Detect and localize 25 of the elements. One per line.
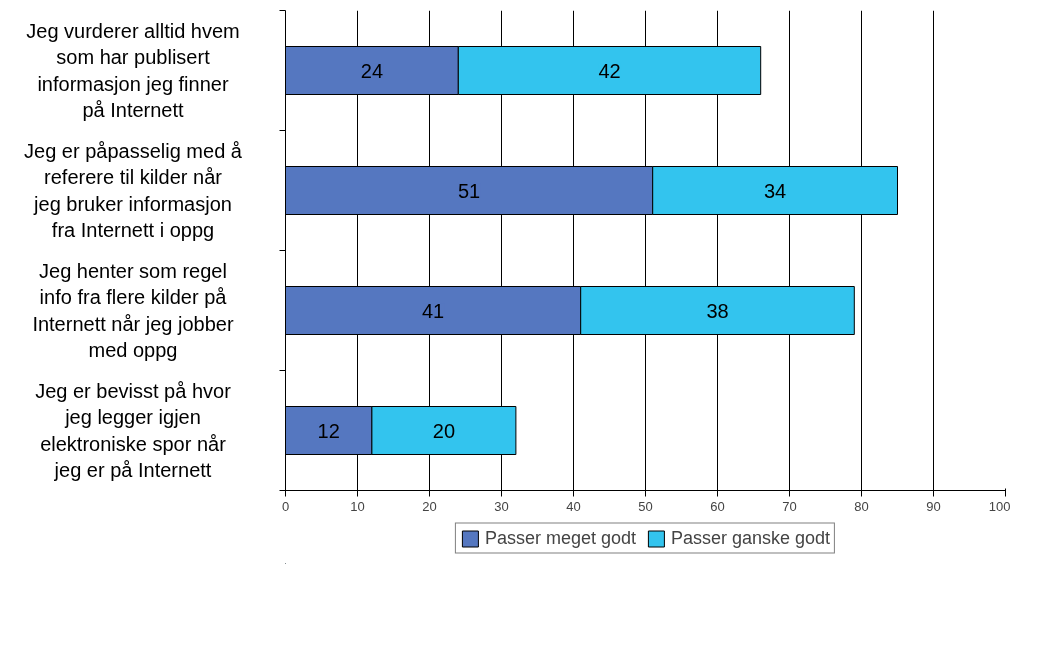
data-label: 24 [360,59,384,82]
x-tick-label: 80 [854,498,869,514]
y-tick-label: Jeg vurderer alltid hvem som har publisert informasjon jeg finner på Internett [26,19,240,122]
data-label: 41 [421,299,445,322]
data-label: 34 [763,179,787,202]
x-tick-label: 40 [566,498,581,514]
data-label: 12 [317,419,340,442]
x-tick-label: 90 [926,498,941,514]
data-label: 20 [432,419,456,442]
data-label: 38 [706,299,729,322]
x-tick-label: 20 [422,498,437,514]
y-tick-label: Jeg er påpasselig med å referere til kilder når jeg bruker informasjon fra Internett i oppg [24,139,243,242]
legend-label: Passer ganske godt [670,527,831,549]
x-tick-label: 60 [710,498,725,514]
x-tick-label: 50 [638,498,653,514]
x-tick-label: 0 [281,498,290,514]
y-tick-label: Jeg er bevisst på hvor jeg legger igjen elektroniske spor når jeg er på Internett [35,379,232,482]
y-tick-label: Jeg henter som regel info fra flere kilder på Internett når jeg jobber med oppg [32,259,234,362]
legend-label: Passer meget godt [484,527,636,549]
x-tick-label: 100 [988,498,1011,514]
x-tick-label: 10 [350,498,365,514]
data-label: 51 [457,179,481,202]
x-tick-label: 30 [494,498,509,514]
data-label: 42 [598,59,621,82]
x-tick-label: 70 [782,498,797,514]
